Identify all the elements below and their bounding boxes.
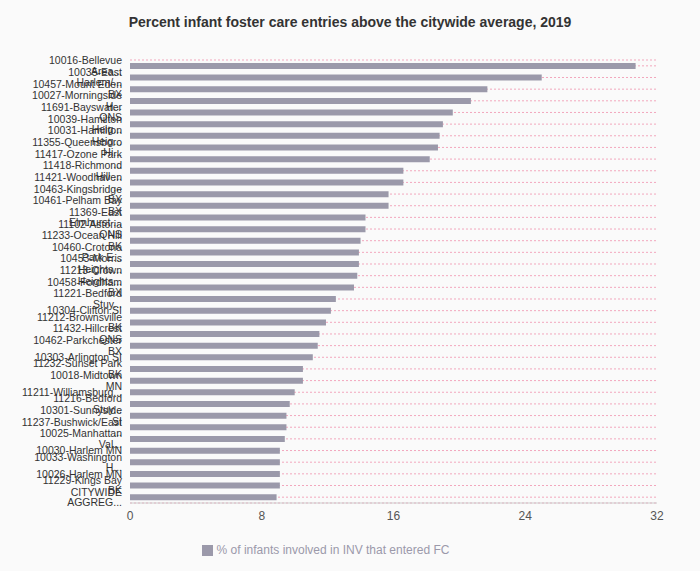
svg-text:24: 24 — [519, 509, 533, 523]
svg-text:16: 16 — [387, 509, 401, 523]
svg-text:CITYWIDEAGGREG...: CITYWIDEAGGREG... — [67, 486, 122, 509]
svg-text:8: 8 — [258, 509, 265, 523]
svg-text:32: 32 — [650, 509, 664, 523]
svg-text:0: 0 — [127, 509, 134, 523]
